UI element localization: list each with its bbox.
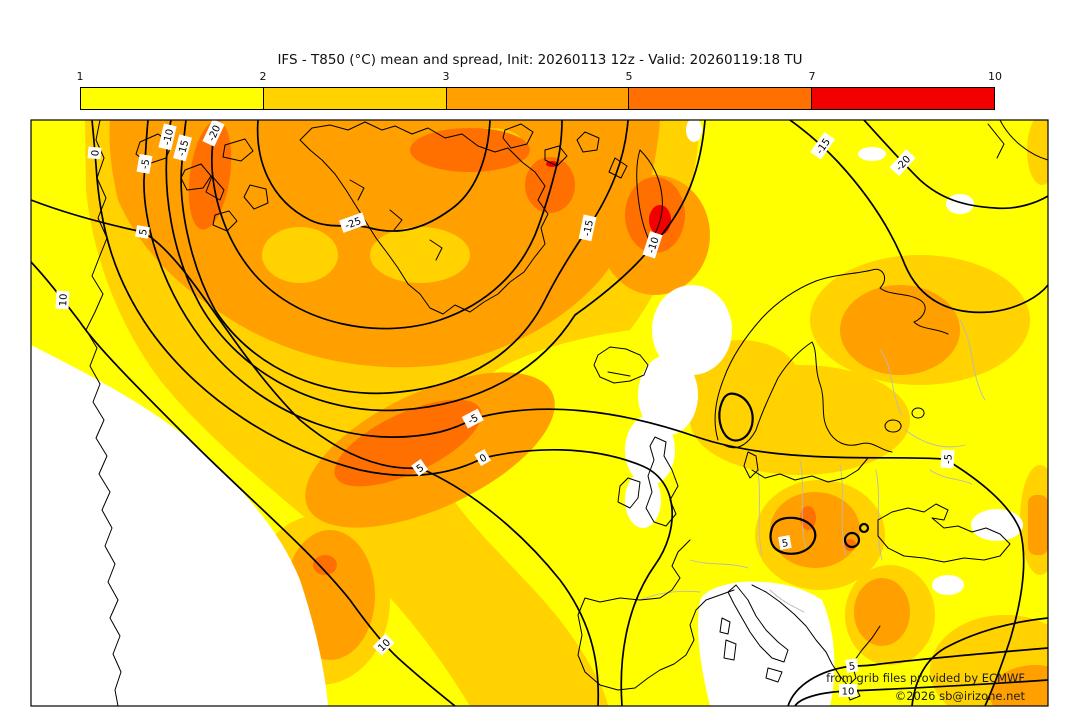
svg-text:10: 10 xyxy=(842,687,855,698)
contour-label--15: -15 xyxy=(173,134,192,162)
contour-label--25: -25 xyxy=(339,212,367,233)
colorbar-tick-7: 7 xyxy=(808,70,816,83)
svg-text:-15: -15 xyxy=(582,219,596,237)
contour-label-5: 5 xyxy=(778,535,792,550)
svg-text:-5: -5 xyxy=(943,454,955,465)
contour-label--5: -5 xyxy=(461,408,484,429)
svg-text:-25: -25 xyxy=(344,216,363,232)
colorbar-tick-1: 1 xyxy=(76,70,84,83)
svg-text:5: 5 xyxy=(415,462,427,475)
colorbar-tick-3: 3 xyxy=(442,70,450,83)
contour-label--5: -5 xyxy=(940,449,955,469)
colorbar xyxy=(80,87,995,110)
svg-text:-5: -5 xyxy=(466,413,480,427)
colorbar-tick-10: 10 xyxy=(988,70,1002,83)
colorbar-segment-2-3 xyxy=(262,88,446,109)
svg-text:5: 5 xyxy=(848,661,856,673)
attribution-copyright: ©2026 sb@irizone.net xyxy=(894,689,1025,703)
colorbar-tick-5: 5 xyxy=(625,70,633,83)
svg-text:5: 5 xyxy=(138,228,150,236)
colorbar-segment-7-10 xyxy=(811,88,994,109)
colorbar-segment-5-7 xyxy=(628,88,812,109)
svg-text:10: 10 xyxy=(58,293,70,306)
contour-label--5: -5 xyxy=(136,153,153,174)
colorbar-tick-2: 2 xyxy=(259,70,267,83)
page-title: IFS - T850 (°C) mean and spread, Init: 2… xyxy=(277,52,803,68)
contour-label-5: 5 xyxy=(845,658,859,673)
contour-label-5: 5 xyxy=(135,225,150,239)
colorbar-segment-3-5 xyxy=(445,88,629,109)
contour-label--10: -10 xyxy=(642,231,663,259)
contour-label-0: 0 xyxy=(87,146,102,160)
contour-label-0: 0 xyxy=(474,449,491,467)
contour-labels: 0-5-10-15-20-25510-15-10-15-20-50510-555… xyxy=(55,120,955,698)
svg-text:-15: -15 xyxy=(177,139,192,158)
country-borders xyxy=(639,319,986,613)
svg-text:0: 0 xyxy=(478,453,489,466)
coastlines xyxy=(85,120,1048,706)
spread-fill-layer: 0-5-10-15-20-25510-15-10-15-20-50510-555… xyxy=(31,120,1048,706)
svg-text:-10: -10 xyxy=(162,128,176,146)
svg-text:-10: -10 xyxy=(646,236,662,255)
colorbar-segment-1-2 xyxy=(81,88,263,109)
contour-label--10: -10 xyxy=(158,123,177,151)
contour-label-10: 10 xyxy=(839,684,857,698)
contour-label-10: 10 xyxy=(55,290,70,310)
svg-text:-5: -5 xyxy=(140,158,153,170)
svg-text:0: 0 xyxy=(90,149,102,156)
contour-label-5: 5 xyxy=(411,458,429,477)
attribution-ecmwf: from grib files provided by ECMWF xyxy=(826,671,1025,685)
map-frame xyxy=(30,119,1049,707)
svg-text:5: 5 xyxy=(781,538,789,550)
contour-label--15: -15 xyxy=(578,214,597,242)
